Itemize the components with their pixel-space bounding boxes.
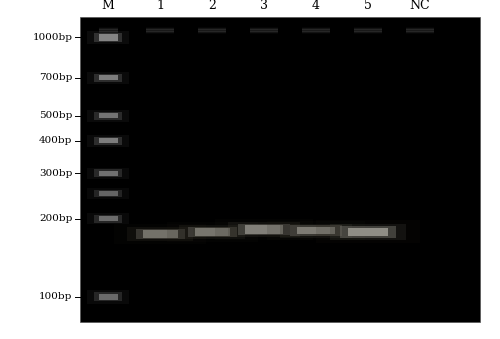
- FancyBboxPatch shape: [194, 228, 230, 236]
- FancyBboxPatch shape: [354, 29, 382, 32]
- FancyBboxPatch shape: [146, 31, 174, 33]
- FancyBboxPatch shape: [87, 135, 129, 147]
- FancyBboxPatch shape: [228, 222, 300, 237]
- Text: M: M: [102, 0, 114, 12]
- Text: 4: 4: [312, 0, 320, 12]
- FancyBboxPatch shape: [98, 113, 117, 118]
- FancyBboxPatch shape: [87, 167, 129, 179]
- FancyBboxPatch shape: [94, 74, 122, 82]
- FancyBboxPatch shape: [87, 109, 129, 122]
- FancyBboxPatch shape: [146, 29, 174, 32]
- FancyBboxPatch shape: [80, 17, 480, 322]
- FancyBboxPatch shape: [98, 75, 117, 80]
- FancyBboxPatch shape: [250, 28, 278, 30]
- FancyBboxPatch shape: [98, 35, 117, 41]
- FancyBboxPatch shape: [280, 224, 351, 238]
- Text: 700bp: 700bp: [39, 73, 72, 82]
- FancyBboxPatch shape: [98, 171, 117, 176]
- FancyBboxPatch shape: [94, 215, 122, 223]
- FancyBboxPatch shape: [290, 225, 342, 236]
- FancyBboxPatch shape: [198, 31, 226, 33]
- FancyBboxPatch shape: [87, 72, 129, 84]
- FancyBboxPatch shape: [94, 190, 122, 197]
- FancyBboxPatch shape: [316, 220, 420, 243]
- Text: 2: 2: [208, 0, 216, 12]
- FancyBboxPatch shape: [87, 213, 129, 224]
- Text: 500bp: 500bp: [39, 111, 72, 120]
- FancyBboxPatch shape: [215, 219, 313, 240]
- FancyBboxPatch shape: [98, 138, 117, 143]
- FancyBboxPatch shape: [302, 31, 330, 33]
- Text: 400bp: 400bp: [39, 136, 72, 145]
- FancyBboxPatch shape: [354, 31, 382, 33]
- FancyBboxPatch shape: [94, 137, 122, 145]
- Text: 300bp: 300bp: [39, 168, 72, 178]
- FancyBboxPatch shape: [406, 29, 434, 32]
- FancyBboxPatch shape: [302, 29, 330, 32]
- FancyBboxPatch shape: [98, 31, 117, 33]
- FancyBboxPatch shape: [98, 191, 117, 196]
- FancyBboxPatch shape: [302, 28, 330, 30]
- FancyBboxPatch shape: [87, 290, 129, 304]
- Text: 3: 3: [260, 0, 268, 12]
- FancyBboxPatch shape: [238, 224, 290, 235]
- FancyBboxPatch shape: [98, 216, 117, 221]
- FancyBboxPatch shape: [166, 222, 258, 242]
- Text: 200bp: 200bp: [39, 214, 72, 223]
- FancyBboxPatch shape: [250, 31, 278, 33]
- Text: 1000bp: 1000bp: [32, 33, 72, 42]
- FancyBboxPatch shape: [267, 221, 364, 240]
- FancyBboxPatch shape: [198, 28, 226, 30]
- FancyBboxPatch shape: [246, 225, 283, 234]
- FancyBboxPatch shape: [98, 29, 117, 32]
- FancyBboxPatch shape: [406, 31, 434, 33]
- FancyBboxPatch shape: [354, 28, 382, 30]
- FancyBboxPatch shape: [114, 224, 206, 243]
- FancyBboxPatch shape: [179, 225, 246, 239]
- FancyBboxPatch shape: [87, 188, 129, 199]
- Text: 100bp: 100bp: [39, 293, 72, 301]
- FancyBboxPatch shape: [198, 29, 226, 32]
- FancyBboxPatch shape: [136, 228, 184, 239]
- Text: 1: 1: [156, 0, 164, 12]
- FancyBboxPatch shape: [127, 227, 193, 241]
- FancyBboxPatch shape: [142, 230, 178, 238]
- FancyBboxPatch shape: [98, 294, 117, 300]
- FancyBboxPatch shape: [146, 28, 174, 30]
- FancyBboxPatch shape: [348, 227, 388, 236]
- FancyBboxPatch shape: [340, 226, 396, 238]
- FancyBboxPatch shape: [98, 28, 117, 30]
- Text: NC: NC: [410, 0, 430, 12]
- FancyBboxPatch shape: [87, 31, 129, 44]
- FancyBboxPatch shape: [94, 169, 122, 177]
- FancyBboxPatch shape: [330, 224, 406, 240]
- Text: 5: 5: [364, 0, 372, 12]
- FancyBboxPatch shape: [297, 227, 335, 234]
- FancyBboxPatch shape: [188, 227, 236, 237]
- FancyBboxPatch shape: [250, 29, 278, 32]
- FancyBboxPatch shape: [94, 33, 122, 42]
- FancyBboxPatch shape: [94, 112, 122, 120]
- FancyBboxPatch shape: [406, 28, 434, 30]
- FancyBboxPatch shape: [94, 292, 122, 301]
